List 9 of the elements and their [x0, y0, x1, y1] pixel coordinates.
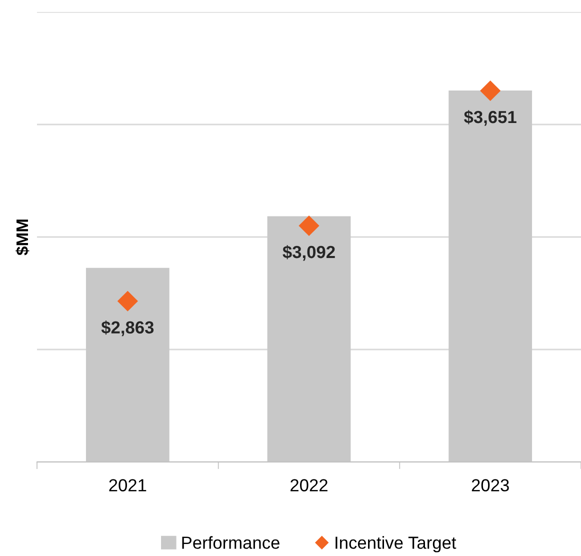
x-tick-label: 2021: [109, 479, 146, 492]
data-label: $2,863: [101, 320, 154, 336]
x-tick-label: 2022: [290, 479, 328, 492]
data-label: $3,651: [464, 110, 516, 126]
x-tick-label: 2023: [472, 479, 509, 492]
data-label: $3,092: [282, 245, 335, 261]
legend-label: Incentive Target: [336, 536, 456, 552]
legend-label: Performance: [182, 536, 280, 549]
y-axis-title: $MM: [16, 220, 30, 256]
